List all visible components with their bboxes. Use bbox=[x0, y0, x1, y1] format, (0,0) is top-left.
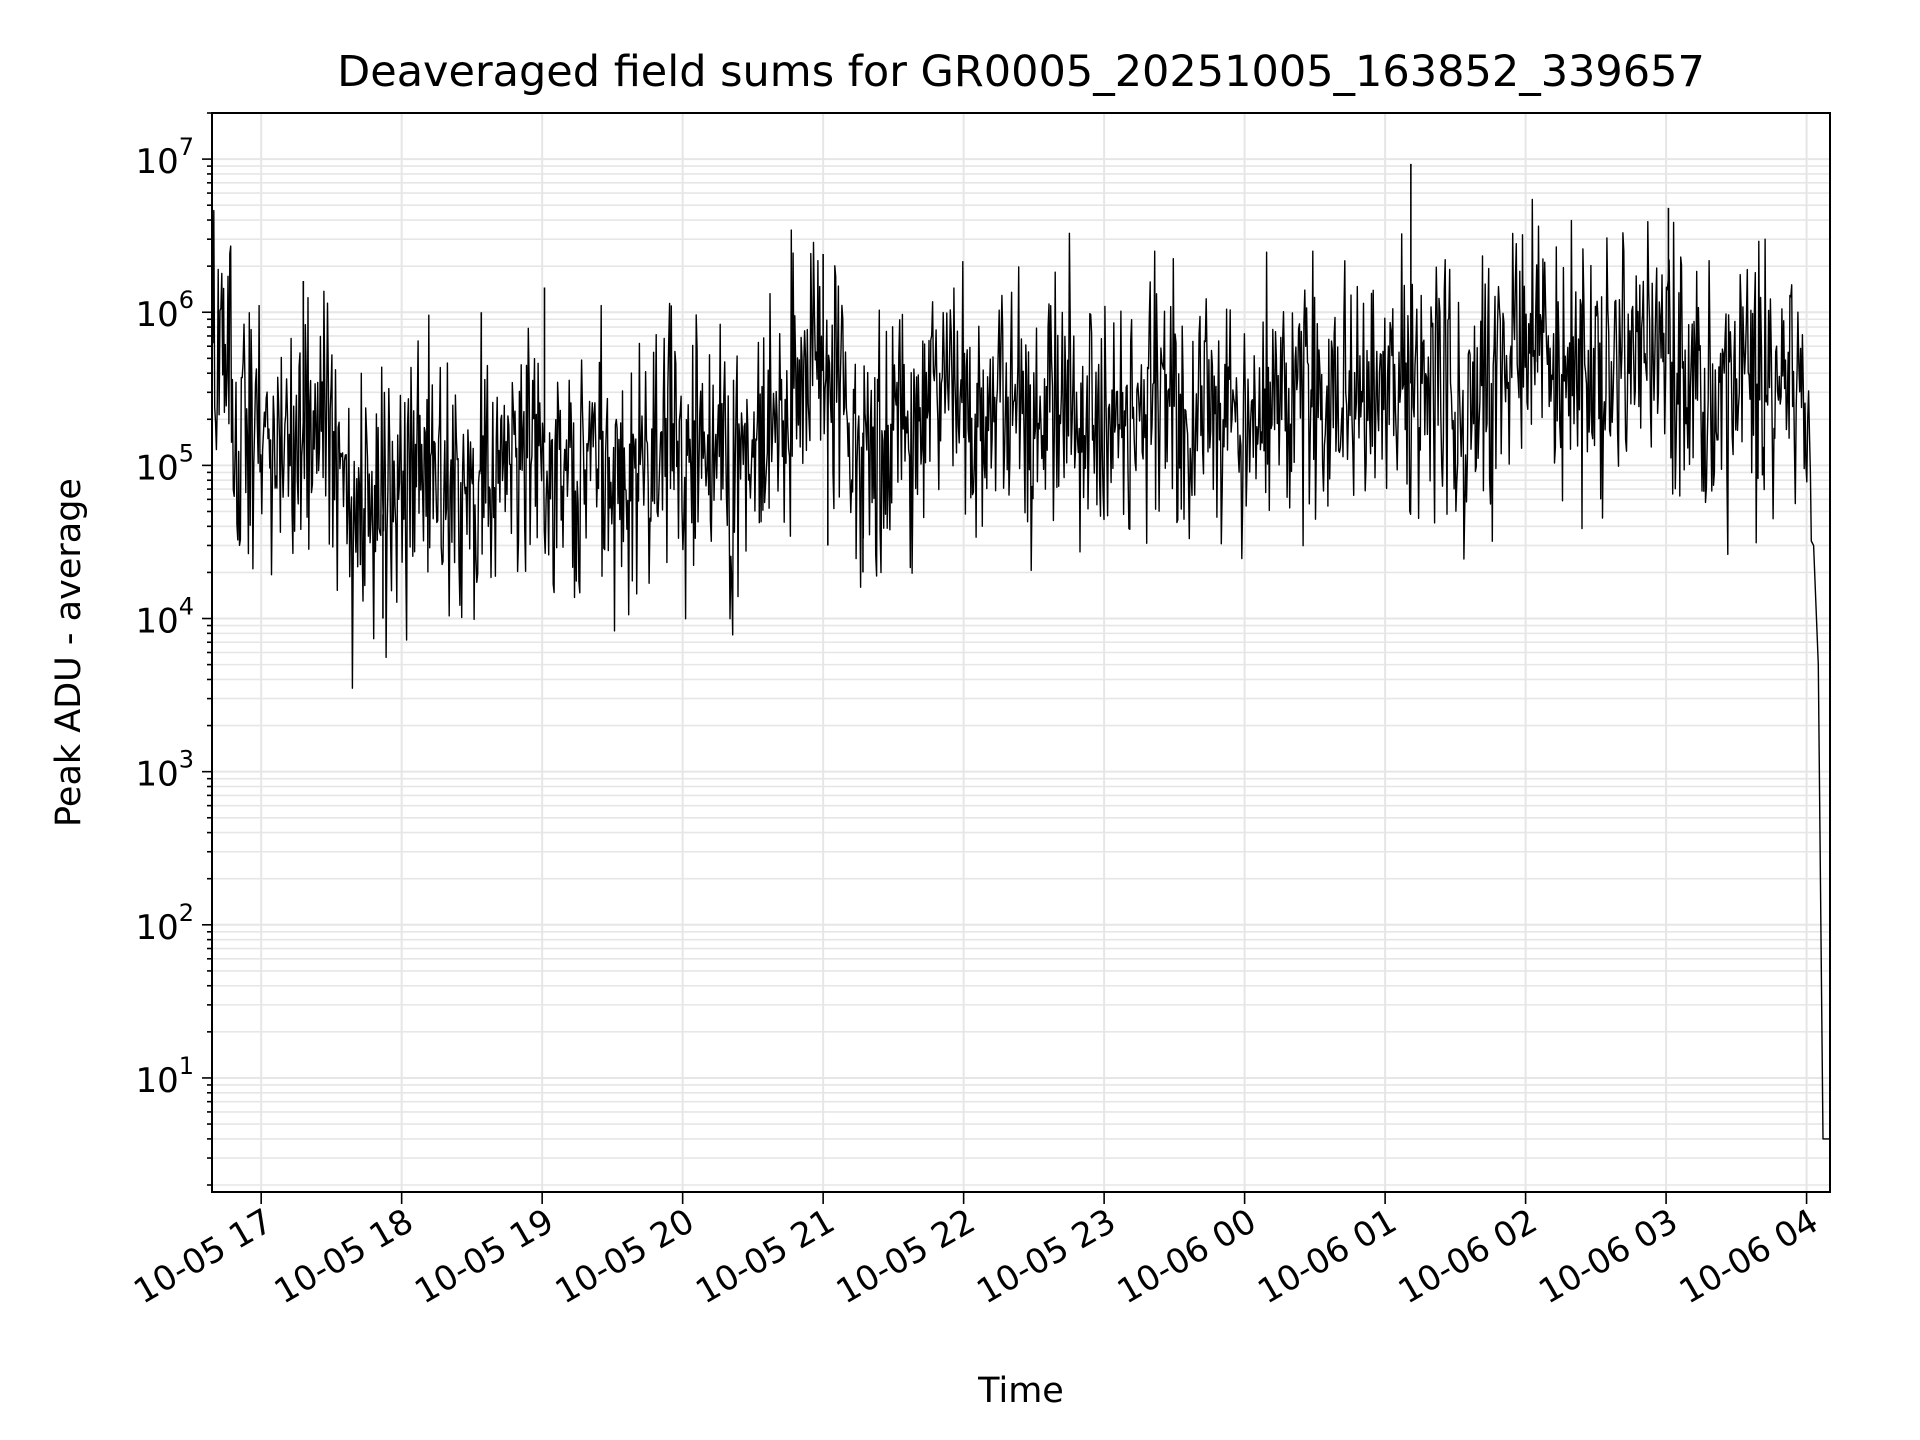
plot-area bbox=[211, 163, 1830, 1140]
y-axis: 101 102 103 104 105 106 107 bbox=[135, 112, 212, 1186]
y-tick-label: 104 bbox=[135, 593, 194, 642]
series-line bbox=[211, 198, 1830, 1140]
x-axis-label: Time bbox=[977, 1371, 1064, 1411]
y-tick-label: 106 bbox=[135, 286, 194, 335]
chart-title: Deaveraged field sums for GR0005_2025100… bbox=[337, 47, 1705, 97]
y-tick-label: 103 bbox=[135, 746, 194, 795]
y-tick-label: 107 bbox=[135, 133, 194, 182]
grid bbox=[212, 112, 1830, 1192]
y-axis-label: Peak ADU - average bbox=[49, 478, 89, 827]
y-tick-label: 105 bbox=[135, 439, 194, 488]
y-tick-label: 101 bbox=[135, 1052, 194, 1101]
y-tick-label: 102 bbox=[135, 899, 194, 948]
